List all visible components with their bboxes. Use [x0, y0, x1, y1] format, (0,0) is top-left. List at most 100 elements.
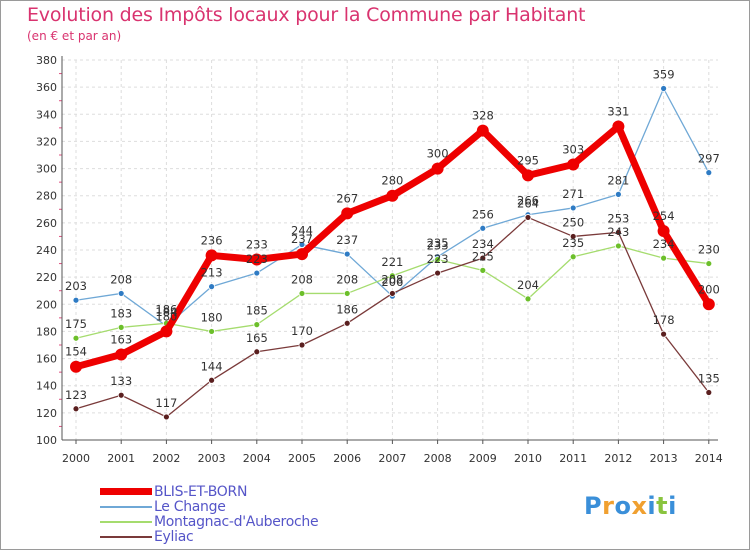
data-label: 206	[381, 275, 403, 289]
data-point	[162, 413, 170, 421]
data-label: 271	[562, 187, 584, 201]
data-label: 244	[291, 224, 313, 238]
data-label: 230	[698, 243, 720, 257]
data-label: 250	[562, 215, 584, 229]
data-point	[524, 214, 532, 221]
legend-label: Montagnac-d'Auberoche	[154, 514, 319, 530]
data-point	[479, 224, 487, 232]
data-label: 233	[246, 238, 268, 252]
logo-letter: P	[584, 492, 603, 520]
x-tick-label: 2006	[333, 452, 361, 465]
data-label: 264	[517, 196, 539, 210]
data-label: 203	[65, 279, 87, 293]
legend-swatch	[100, 521, 152, 523]
data-point	[296, 248, 308, 261]
data-point	[660, 85, 667, 92]
x-tick-label: 2001	[107, 452, 135, 465]
data-label: 170	[291, 324, 313, 338]
data-point	[253, 321, 261, 329]
data-label: 186	[155, 302, 177, 316]
data-point	[250, 253, 263, 266]
data-label: 295	[517, 153, 539, 167]
y-tick-label: 160	[36, 353, 57, 366]
data-label: 204	[517, 278, 539, 292]
data-label: 208	[291, 272, 313, 286]
data-point	[388, 272, 396, 280]
x-tick-label: 2011	[559, 452, 587, 465]
data-label: 331	[607, 105, 629, 119]
data-point	[388, 290, 396, 297]
y-tick-label: 100	[36, 434, 57, 447]
data-label: 175	[65, 317, 87, 331]
data-point	[657, 225, 670, 237]
legend-label: Eyliac	[154, 529, 194, 545]
x-tick-label: 2014	[695, 452, 723, 465]
data-label: 165	[246, 331, 268, 345]
data-point	[569, 253, 577, 261]
data-point	[567, 158, 580, 171]
data-point	[117, 290, 125, 297]
grid-lines	[62, 59, 718, 441]
x-tick-label: 2009	[469, 452, 497, 465]
y-tick-label: 200	[36, 298, 57, 311]
data-point	[298, 290, 306, 297]
data-point	[117, 323, 125, 331]
x-tick-label: 2000	[62, 452, 90, 465]
data-label: 213	[201, 266, 223, 280]
data-label: 135	[698, 372, 720, 386]
data-label: 359	[653, 68, 675, 82]
data-point	[386, 189, 399, 202]
chart-title: Evolution des Impôts locaux pour la Comm…	[27, 4, 586, 26]
data-label: 225	[472, 249, 494, 263]
data-point	[476, 124, 489, 137]
data-label: 235	[562, 236, 584, 250]
data-label: 281	[607, 173, 629, 187]
data-point	[660, 330, 667, 338]
y-tick-label: 280	[36, 190, 57, 203]
data-label: 254	[653, 209, 675, 223]
x-tick-label: 2004	[243, 452, 271, 465]
data-point	[253, 269, 261, 277]
logo-letter: i	[647, 492, 657, 520]
data-point	[434, 256, 442, 263]
data-point	[208, 376, 216, 384]
data-label: 234	[653, 237, 675, 251]
data-point	[115, 348, 128, 361]
data-label: 208	[336, 272, 358, 286]
data-label: 184	[155, 305, 177, 319]
x-tick-label: 2012	[604, 452, 632, 465]
data-point	[569, 204, 577, 212]
data-point	[117, 391, 125, 399]
data-label: 180	[155, 309, 177, 323]
data-label: 180	[201, 310, 223, 324]
data-label: 117	[155, 396, 177, 410]
proxiti-logo: Proxiti	[584, 492, 677, 520]
data-point	[660, 254, 667, 262]
data-point	[343, 250, 351, 258]
data-point	[72, 405, 80, 413]
data-point	[702, 298, 715, 311]
data-point	[434, 269, 442, 277]
data-point	[705, 260, 713, 267]
data-labels: 154 163 180 236 233 237 267 280 300 328 295 303 331 2…	[65, 68, 720, 410]
data-label: 297	[698, 152, 720, 166]
data-label: 235	[427, 236, 449, 250]
data-point	[569, 233, 577, 240]
data-label: 208	[110, 272, 132, 286]
data-point	[208, 283, 216, 291]
data-label: 243	[607, 225, 629, 239]
logo-letter: r	[602, 492, 615, 520]
legend-swatch	[100, 506, 152, 508]
data-point	[479, 266, 487, 274]
data-label: 303	[562, 143, 584, 157]
data-label: 237	[336, 233, 358, 247]
data-point	[72, 296, 80, 304]
data-label: 256	[472, 207, 494, 221]
data-label: 234	[472, 237, 494, 251]
data-point	[208, 328, 216, 335]
data-point	[160, 325, 173, 338]
x-tick-label: 2008	[424, 452, 452, 465]
x-tick-label: 2003	[198, 452, 226, 465]
